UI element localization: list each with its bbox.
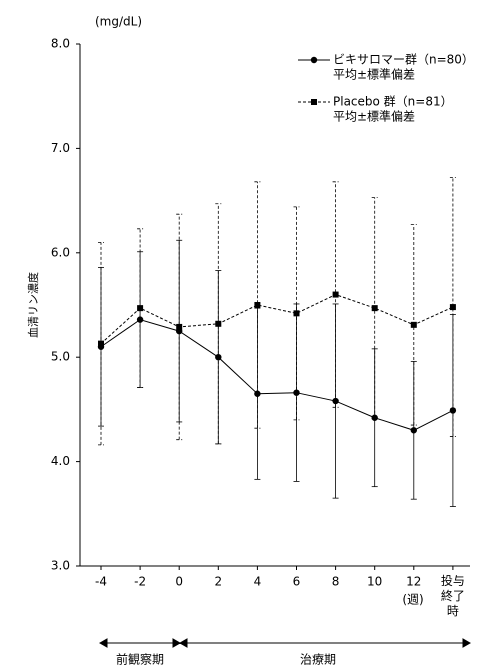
period-label: 前観察期	[116, 652, 164, 667]
error-bar	[137, 228, 144, 388]
series	[98, 177, 456, 446]
x-tick-label: 12	[406, 575, 421, 589]
y-unit: (mg/dL)	[95, 15, 142, 29]
x-tick-label: 投与終了時	[440, 574, 465, 618]
legend-label: ビキサロマー群（n=80）	[333, 53, 474, 67]
marker	[332, 291, 339, 298]
y-tick-label: 4.0	[51, 454, 70, 468]
series	[97, 239, 457, 507]
error-bar	[449, 177, 456, 437]
y-tick-label: 3.0	[51, 559, 70, 573]
x-tick-label: 8	[332, 575, 340, 589]
y-tick-label: 8.0	[51, 37, 70, 51]
legend-marker	[310, 56, 318, 64]
error-bar	[254, 181, 261, 429]
marker	[137, 305, 144, 312]
marker	[254, 302, 261, 308]
series-line	[100, 294, 454, 344]
x-tick-label: -4	[95, 575, 107, 589]
x-tick-label: 4	[254, 575, 262, 589]
period-label: 治療期	[300, 653, 336, 667]
y-axis-label: 血清リン濃度	[26, 272, 40, 338]
legend-description: 平均±標準偏差	[333, 109, 415, 124]
marker	[371, 305, 378, 312]
marker	[449, 304, 456, 311]
marker	[254, 390, 261, 397]
y-tick-label: 7.0	[51, 141, 70, 155]
legend-description: 平均±標準偏差	[333, 67, 415, 82]
x-unit: (週)	[402, 593, 423, 607]
x-tick-label: 10	[367, 575, 382, 589]
legend-label: Placebo 群（n=81）	[333, 95, 453, 109]
series-line	[100, 319, 454, 431]
period-arrows	[98, 638, 472, 648]
marker	[215, 320, 222, 327]
marker	[293, 310, 300, 317]
marker	[176, 323, 183, 330]
x-tick-label: 0	[175, 575, 183, 589]
legend-marker	[311, 99, 317, 105]
marker	[98, 340, 104, 347]
y-tick-label: 6.0	[51, 245, 70, 259]
marker	[410, 321, 417, 328]
marker	[410, 427, 417, 434]
x-tick-label: -2	[134, 575, 146, 589]
y-tick-label: 5.0	[51, 350, 70, 364]
x-tick-label: 2	[214, 575, 222, 589]
x-tick-label: 6	[293, 575, 301, 589]
